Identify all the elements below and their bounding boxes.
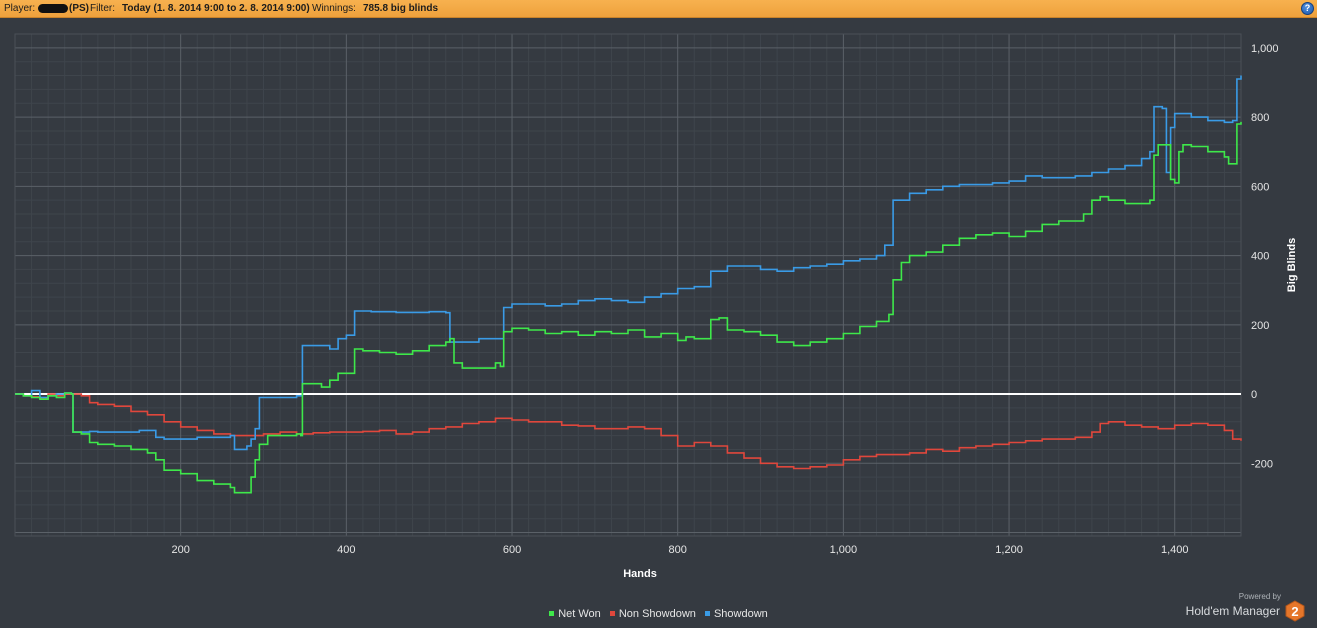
legend-label: Showdown (713, 608, 768, 620)
chart-legend: Net Won Non Showdown Showdown (0, 608, 1317, 620)
x-axis-ticks: 200 400 600 800 1,000 1,200 1,400 (171, 544, 1188, 556)
x-tick-label: 200 (171, 544, 189, 556)
legend-label: Net Won (558, 608, 601, 620)
y-axis-ticks: 1,000 800 600 400 200 0 -200 (1251, 43, 1279, 470)
header-bar: Player: (PS) Filter: Today (1. 8. 2014 9… (0, 0, 1317, 18)
x-tick-label: 1,400 (1161, 544, 1189, 556)
y-tick-label: 600 (1251, 181, 1269, 193)
y-tick-label: 200 (1251, 320, 1269, 332)
player-label: Player: (4, 3, 36, 14)
x-tick-label: 1,200 (995, 544, 1023, 556)
legend-label: Non Showdown (618, 608, 696, 620)
powered-by-text: Powered by (1238, 592, 1281, 601)
y-tick-label: 1,000 (1251, 43, 1279, 55)
legend-item-showdown[interactable]: Showdown (704, 608, 768, 620)
winnings-value: 785.8 big blinds (363, 3, 439, 14)
series-line-showdown (15, 75, 1242, 451)
x-tick-label: 1,000 (830, 544, 858, 556)
redacted-player-name (38, 4, 68, 13)
x-tick-label: 400 (337, 544, 355, 556)
winnings-chart: 200 400 600 800 1,000 1,200 1,400 1,000 800 600 4… (14, 33, 1298, 580)
y-tick-label: -200 (1251, 458, 1273, 470)
product-name: Hold'em Manager (1185, 604, 1280, 618)
legend-swatch-showdown (704, 611, 710, 616)
y-tick-label: 800 (1251, 112, 1269, 124)
winnings-label: Winnings: (312, 3, 356, 14)
legend-item-net-won[interactable]: Net Won (549, 608, 601, 620)
x-tick-label: 800 (669, 544, 687, 556)
player-site: (PS) (69, 3, 89, 14)
minor-grid (15, 33, 1241, 536)
plot-frame (14, 33, 1242, 537)
help-icon[interactable]: ? (1301, 2, 1314, 15)
logo-number: 2 (1291, 604, 1298, 619)
hem2-logo-icon: 2 (1285, 600, 1305, 622)
series-line-non-showdown (15, 393, 1242, 470)
major-grid (15, 34, 1241, 536)
series-layer (15, 75, 1242, 494)
series-line-net-won (15, 121, 1242, 494)
y-tick-label: 400 (1251, 251, 1269, 263)
legend-item-non-showdown[interactable]: Non Showdown (609, 608, 696, 620)
filter-value: Today (1. 8. 2014 9:00 to 2. 8. 2014 9:0… (122, 3, 310, 14)
y-axis-label: Big Blinds (1286, 238, 1298, 292)
y-tick-label: 0 (1251, 389, 1257, 401)
filter-label: Filter: (90, 3, 115, 14)
x-axis-label: Hands (623, 568, 657, 580)
x-tick-label: 600 (503, 544, 521, 556)
legend-swatch-net-won (549, 611, 555, 616)
legend-swatch-non-showdown (609, 611, 615, 616)
